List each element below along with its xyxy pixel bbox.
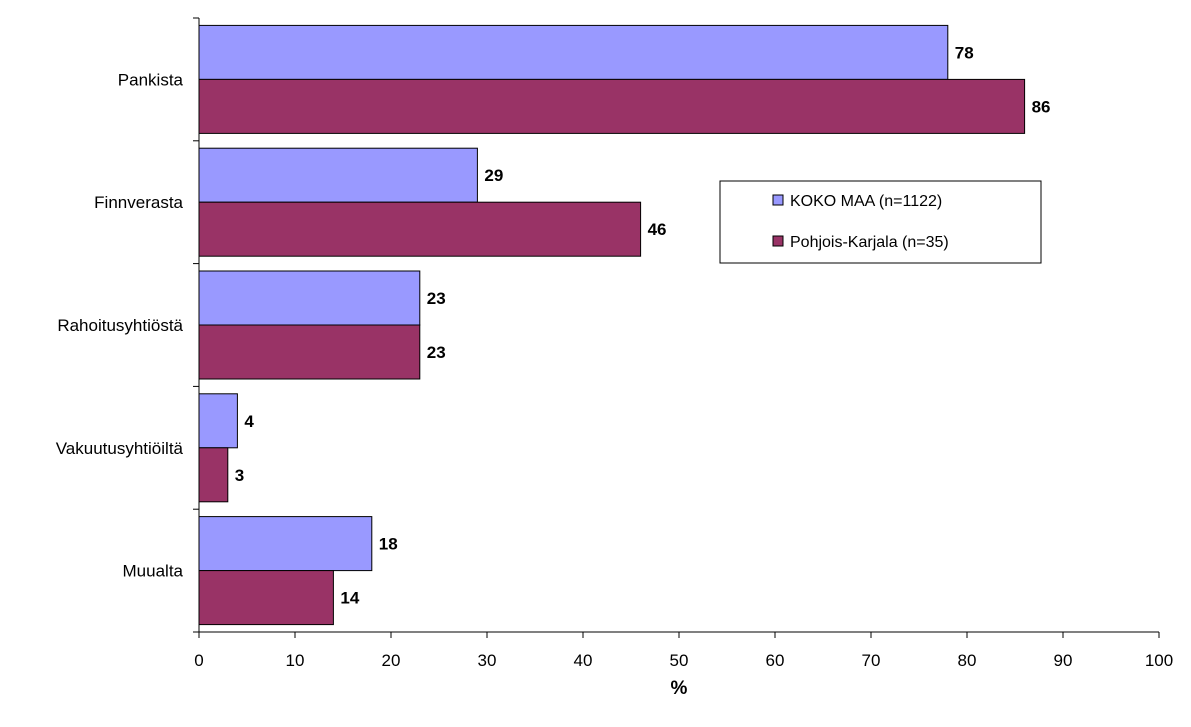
data-label: 23 bbox=[427, 343, 446, 362]
x-tick-label: 100 bbox=[1145, 651, 1173, 670]
x-ticks-group: 0 10 20 30 40 50 60 70 80 90 100 bbox=[194, 632, 1173, 670]
x-tick-label: 60 bbox=[766, 651, 785, 670]
x-tick-label: 80 bbox=[958, 651, 977, 670]
data-labels-group: 78 86 29 46 23 23 4 3 18 14 bbox=[235, 43, 1051, 607]
bar bbox=[198, 147, 478, 203]
legend-swatch-koko-maa bbox=[772, 194, 784, 206]
bar bbox=[198, 270, 421, 326]
category-label: Pankista bbox=[118, 70, 184, 89]
bar bbox=[198, 24, 949, 80]
data-label: 3 bbox=[235, 466, 244, 485]
bars-group bbox=[198, 24, 1026, 626]
category-label: Finnverasta bbox=[94, 193, 183, 212]
category-label: Rahoitusyhtiöstä bbox=[57, 316, 183, 335]
legend-label-pohjois-karjala: Pohjois-Karjala (n=35) bbox=[790, 234, 949, 251]
category-labels-group: Pankista Finnverasta Rahoitusyhtiöstä Vakuu… bbox=[56, 70, 184, 580]
data-label: 78 bbox=[955, 43, 974, 62]
legend-swatch-pohjois-karjala bbox=[772, 235, 784, 247]
x-tick-label: 10 bbox=[286, 651, 305, 670]
data-label: 23 bbox=[427, 289, 446, 308]
bar bbox=[198, 447, 229, 503]
data-label: 46 bbox=[648, 220, 667, 239]
bar bbox=[198, 78, 1026, 134]
data-label: 4 bbox=[244, 412, 254, 431]
x-tick-label: 70 bbox=[862, 651, 881, 670]
x-tick-label: 0 bbox=[194, 651, 203, 670]
legend: KOKO MAA (n=1122) Pohjois-Karjala (n=35) bbox=[719, 180, 1042, 264]
data-label: 29 bbox=[484, 166, 503, 185]
x-tick-label: 50 bbox=[670, 651, 689, 670]
bar bbox=[198, 324, 421, 380]
bar bbox=[198, 570, 334, 626]
data-label: 86 bbox=[1032, 97, 1051, 116]
x-tick-label: 90 bbox=[1054, 651, 1073, 670]
category-label: Vakuutusyhtiöiltä bbox=[56, 439, 184, 458]
y-ticks-group bbox=[193, 17, 199, 633]
data-label: 14 bbox=[340, 589, 359, 608]
legend-label-koko-maa: KOKO MAA (n=1122) bbox=[790, 193, 942, 210]
category-label: Muualta bbox=[123, 562, 184, 581]
bar bbox=[198, 393, 238, 449]
bar bbox=[198, 201, 642, 257]
x-tick-label: 40 bbox=[574, 651, 593, 670]
x-tick-label: 20 bbox=[382, 651, 401, 670]
bar bbox=[198, 516, 373, 572]
x-tick-label: 30 bbox=[478, 651, 497, 670]
x-axis-title: % bbox=[671, 678, 688, 699]
data-label: 18 bbox=[379, 535, 398, 554]
